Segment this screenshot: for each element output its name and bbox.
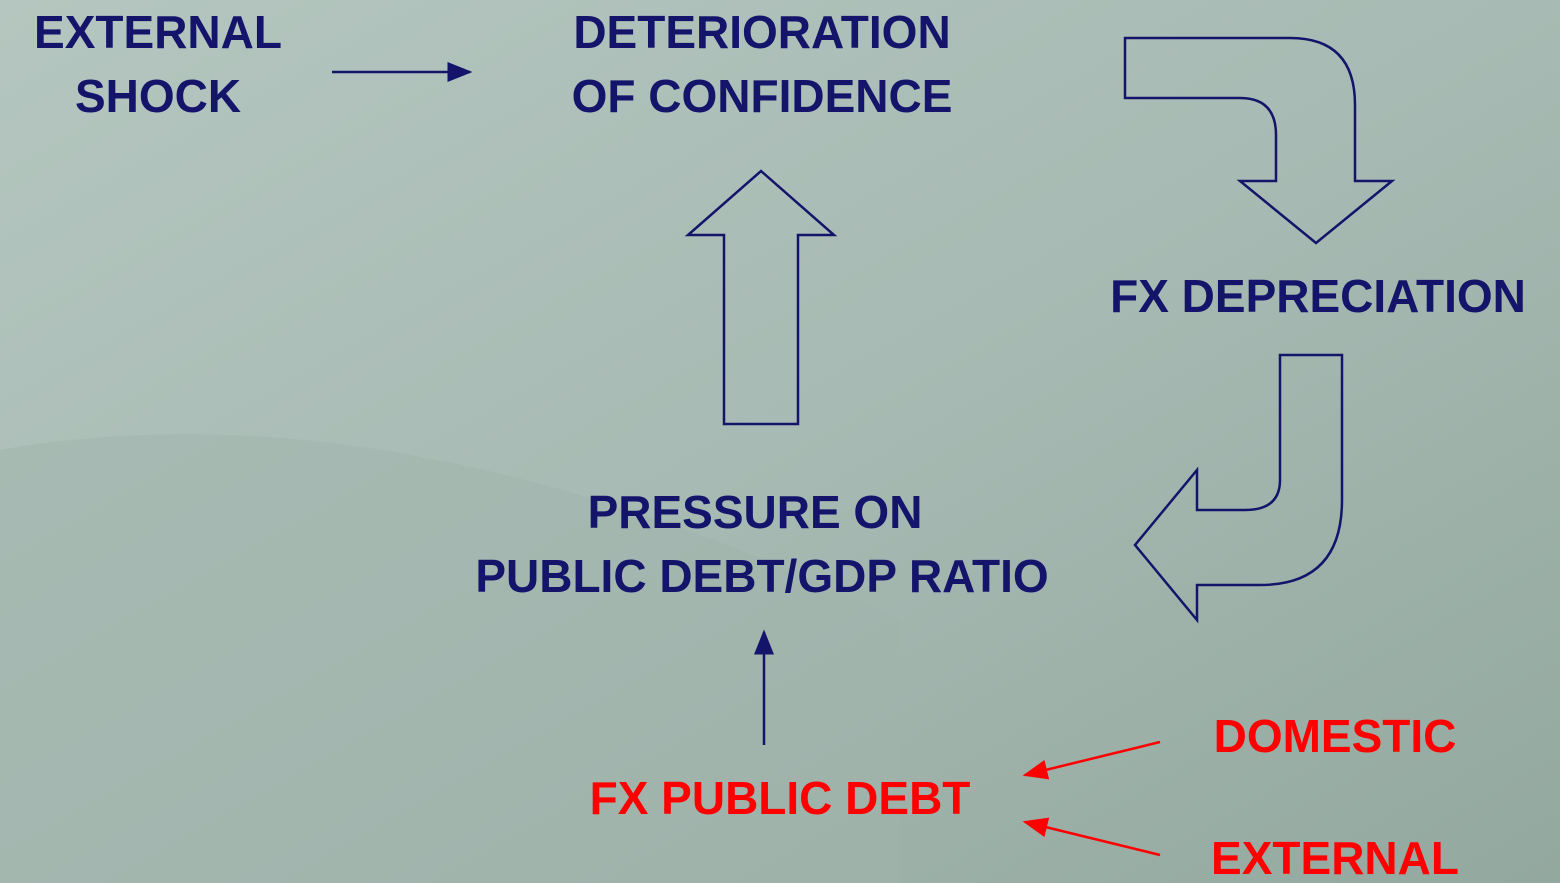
node-label: DETERIORATION <box>573 6 950 58</box>
node-label: SHOCK <box>75 70 241 122</box>
node-label: PUBLIC DEBT/GDP RATIO <box>475 550 1048 602</box>
node-label: FX PUBLIC DEBT <box>590 772 971 824</box>
node-label: PRESSURE ON <box>588 486 923 538</box>
node-label: FX DEPRECIATION <box>1110 270 1526 322</box>
node-label: EXTERNAL <box>34 6 282 58</box>
node-label: OF CONFIDENCE <box>572 70 953 122</box>
diagram: EXTERNAL SHOCK DETERIORATION OF CONFIDEN… <box>0 0 1560 883</box>
page: {"nodes": [ {"lines": ["EXTERNAL", "SHOC… <box>0 0 1560 883</box>
node-label: DOMESTIC <box>1214 710 1457 762</box>
node-label: EXTERNAL <box>1211 832 1459 883</box>
